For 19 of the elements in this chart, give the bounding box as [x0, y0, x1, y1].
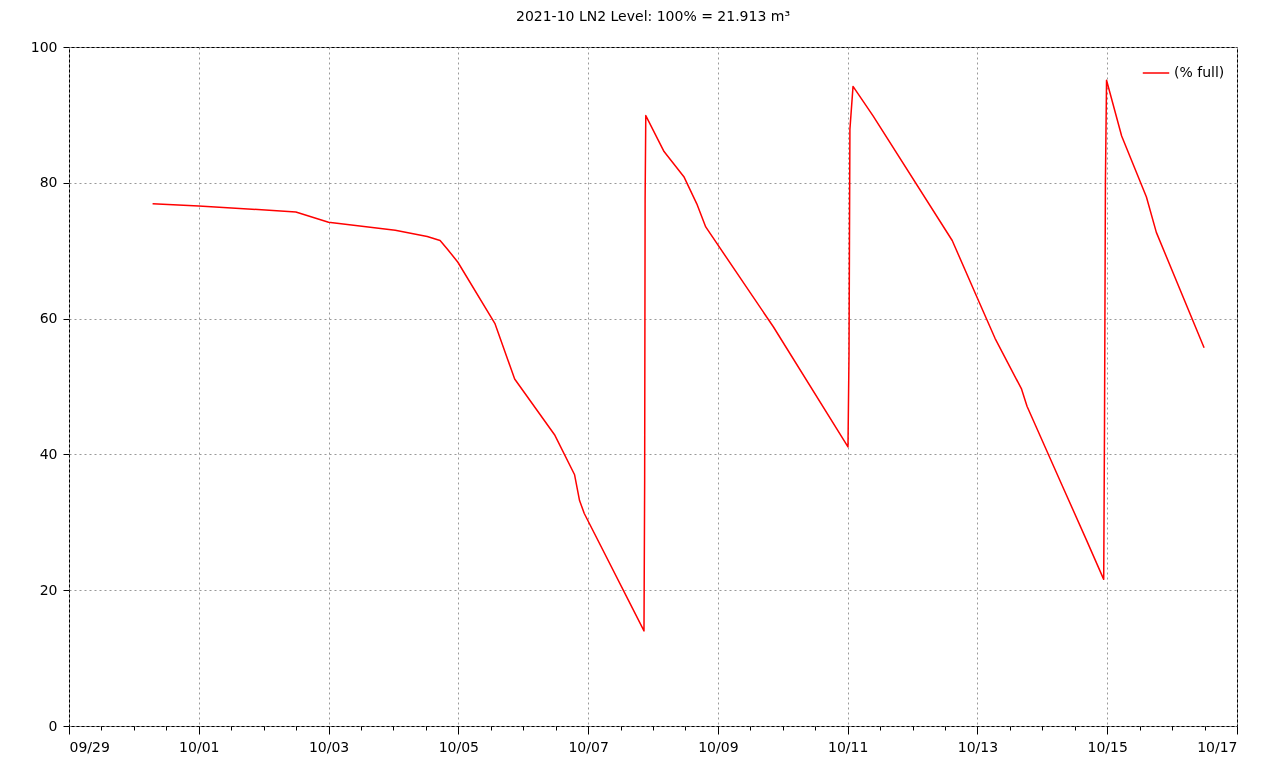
legend-label: (% full)	[1174, 64, 1225, 80]
y-tick-label: 0	[48, 717, 58, 734]
chart-title: 2021-10 LN2 Level: 100% = 21.913 m³	[515, 8, 791, 24]
y-tick-label: 20	[39, 581, 58, 598]
y-tick-label: 100	[30, 38, 58, 55]
line-series	[151, 79, 1205, 632]
x-tick-label: 10/05	[438, 738, 480, 755]
y-tick-label: 60	[39, 310, 58, 327]
y-tick-label: 40	[39, 445, 58, 462]
x-tick-label: 10/09	[698, 738, 739, 755]
x-tick-label: 10/11	[827, 738, 869, 755]
x-tick-label: 10/17	[1197, 738, 1238, 755]
y-tick-label: 80	[39, 174, 58, 191]
x-tick-label: 10/01	[179, 738, 220, 755]
x-tick-label: 10/03	[308, 738, 350, 755]
x-tick-label: 10/15	[1087, 738, 1128, 755]
x-tick-label: 10/07	[568, 738, 609, 755]
x-tick-label: 10/13	[957, 738, 999, 755]
x-tick-label: 09/29	[69, 738, 110, 755]
